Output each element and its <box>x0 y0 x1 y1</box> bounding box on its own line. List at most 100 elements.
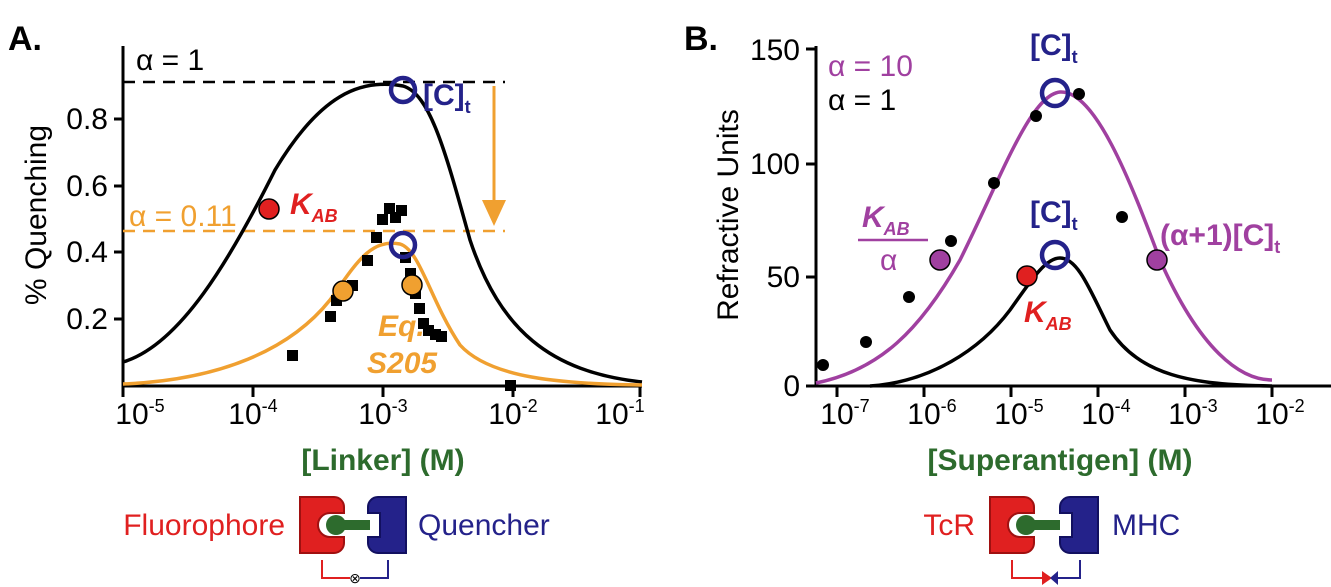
data-point <box>418 318 429 329</box>
fluorophore-shape <box>299 496 345 554</box>
panel-a-ct-label: [C]t <box>423 79 471 117</box>
quencher-wire <box>360 560 389 579</box>
data-point <box>377 214 388 225</box>
mhc-arrow <box>1050 571 1058 585</box>
panel-b-y-ticks: 150 100 50 0 <box>750 34 816 403</box>
panel-b-ct-circle-top <box>1039 77 1071 109</box>
panel-a-arrow-head <box>482 200 506 226</box>
panel-a-ytick-04: 0.4 <box>66 236 108 269</box>
tcr-shape <box>989 496 1035 554</box>
panel-a-ct-circle-lower <box>388 230 418 260</box>
panel-a-ytick-06: 0.6 <box>66 170 108 203</box>
panel-a-schematic: Fluorophore Quencher ⊗ <box>123 496 550 586</box>
panel-a-legend-right: Quencher <box>418 509 550 542</box>
panel-a: A. 0.8 0.6 0.4 0.2 10-5 10-4 10-3 10-2 1 <box>8 20 645 586</box>
data-point <box>396 205 407 216</box>
panel-b-purple-curve <box>815 90 1273 385</box>
data-point <box>988 177 1000 189</box>
mhc-shape <box>1059 496 1099 554</box>
panel-a-kab-point <box>258 198 280 220</box>
data-point <box>436 331 447 342</box>
data-point <box>860 336 872 348</box>
panel-b-ct-circle-mid <box>1039 239 1071 271</box>
panel-b-alpha-ct-label: (α+1)[C]t <box>1160 219 1280 257</box>
linker-rod <box>344 520 370 530</box>
panel-b-ytick-0: 0 <box>783 370 800 403</box>
panel-b-xtick-1e-3: 10-3 <box>1168 396 1217 431</box>
data-point <box>390 212 401 223</box>
panel-b-ct-top-label: [C]t <box>1030 29 1078 67</box>
panel-a-xtick-1e-5: 10-5 <box>115 396 164 431</box>
panel-b-xtick-1e-5: 10-5 <box>994 396 1043 431</box>
data-point <box>945 235 957 247</box>
panel-b-legend-left: TcR <box>923 509 975 542</box>
panel-a-orange-curve <box>122 241 643 387</box>
data-point <box>1116 211 1128 223</box>
data-point <box>1073 88 1085 100</box>
panel-a-xlabel: [Linker] (M) <box>301 444 464 477</box>
panel-b-xtick-1e-6: 10-6 <box>907 396 956 431</box>
panel-b-data-points <box>817 88 1128 371</box>
data-point <box>1030 110 1042 122</box>
panel-a-kab-label: KAB <box>290 188 338 226</box>
data-point <box>505 380 516 391</box>
linker-ball <box>326 515 346 535</box>
panel-a-xtick-1e-2: 10-2 <box>488 396 537 431</box>
panel-a-label: A. <box>8 20 42 58</box>
svg-text:⊗: ⊗ <box>349 570 361 586</box>
superantigen-rod <box>1034 520 1060 530</box>
panel-a-orange-marker <box>332 280 354 302</box>
superantigen-ball <box>1016 515 1036 535</box>
data-point <box>287 350 298 361</box>
panel-a-eq-number: S205 <box>367 347 438 380</box>
data-point <box>903 291 915 303</box>
panel-b-purple-marker <box>929 249 951 271</box>
panel-b-x-ticks: 10-7 10-6 10-5 10-4 10-3 10-2 <box>820 386 1305 431</box>
fluorophore-wire <box>321 560 350 579</box>
data-point <box>405 268 416 279</box>
panel-a-x-ticks: 10-5 10-4 10-3 10-2 10-1 <box>115 386 645 431</box>
panel-b-ytick-100: 100 <box>750 148 800 181</box>
panel-b-xlabel: [Superantigen] (M) <box>928 444 1193 477</box>
panel-a-ct-circle <box>388 75 418 105</box>
panel-b-alpha10-text: α = 10 <box>828 50 913 83</box>
panel-b-purple-marker <box>1146 249 1168 271</box>
panel-a-alpha1-text: α = 1 <box>136 44 204 77</box>
panel-a-black-curve <box>122 82 643 384</box>
panel-b-kab-point <box>1016 265 1038 287</box>
panel-b-kab-label: KAB <box>1024 296 1072 334</box>
panel-b: B. 150 100 50 0 10-7 10-6 10-5 10-4 10-3 <box>684 20 1331 585</box>
panel-a-data-points <box>287 203 516 391</box>
panel-b-ytick-50: 50 <box>767 261 800 294</box>
panel-a-legend-left: Fluorophore <box>123 509 285 542</box>
panel-a-xtick-1e-1: 10-1 <box>595 396 644 431</box>
panel-b-schematic: TcR MHC <box>923 496 1180 585</box>
panel-b-black-curve <box>869 256 1273 388</box>
panel-b-legend-right: MHC <box>1112 509 1180 542</box>
panel-b-kab-over-label: KAB <box>862 201 910 239</box>
panel-b-ct-mid-label: [C]t <box>1030 196 1078 234</box>
panel-b-ylabel: Refractive Units <box>712 109 745 321</box>
data-point <box>817 359 829 371</box>
panel-a-ytick-08: 0.8 <box>66 103 108 136</box>
panel-a-alpha011-text: α = 0.11 <box>129 200 237 233</box>
panel-a-orange-marker <box>401 274 423 296</box>
panel-b-alpha1-text: α = 1 <box>828 84 896 117</box>
panel-a-y-ticks: 0.8 0.6 0.4 0.2 <box>66 103 123 336</box>
panel-b-ytick-150: 150 <box>750 34 800 67</box>
panel-a-eq-label: Eq. <box>378 310 425 343</box>
data-point <box>331 295 342 306</box>
mhc-wire <box>1054 560 1081 579</box>
panel-b-alpha-den: α <box>880 244 897 277</box>
panel-a-xtick-1e-4: 10-4 <box>228 396 277 431</box>
panel-b-xtick-1e-4: 10-4 <box>1081 396 1130 431</box>
data-point <box>414 303 425 314</box>
panel-b-label: B. <box>684 20 718 58</box>
data-point <box>384 203 395 214</box>
data-point <box>371 232 382 243</box>
quencher-shape <box>367 496 407 554</box>
data-point <box>430 329 441 340</box>
tcr-wire <box>1011 560 1042 579</box>
panel-b-xtick-1e-2: 10-2 <box>1255 396 1304 431</box>
